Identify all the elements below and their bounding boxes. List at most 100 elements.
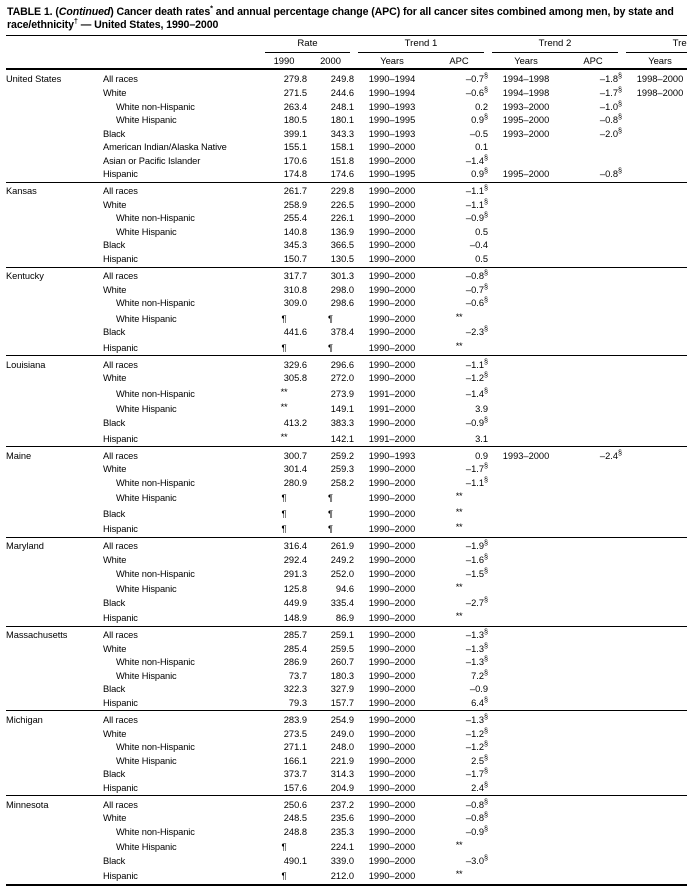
table-row: White non-Hispanic 263.4 248.1 1990–1993 0.2… [6, 98, 687, 115]
table-body: United States All races 279.8 249.8 1990–199… [6, 72, 687, 886]
trend3-years [622, 185, 687, 199]
trend2-years [488, 755, 564, 769]
rate-cell: 261.7 [283, 186, 307, 197]
state-label [6, 168, 103, 182]
trend2-apc [564, 714, 622, 728]
rate-cell: 399.1 [283, 128, 307, 139]
table-row: White 301.4 259.3 1990–2000 –1.7§ [6, 462, 687, 477]
trend1-years: 1990–2000 [368, 541, 416, 552]
race-ethnicity-label: Black [103, 327, 126, 338]
significance-marker: § [484, 295, 489, 305]
trend1-apc: –1.3§ [465, 654, 489, 668]
race-ethnicity-label: White non-Hispanic [116, 298, 195, 309]
state-label: Minnesota [6, 799, 49, 810]
state-block-separator [6, 625, 687, 627]
rate-cell: 226.5 [330, 199, 355, 210]
rate-cell: 221.9 [330, 755, 355, 766]
race-ethnicity-label: Hispanic [103, 871, 138, 882]
trend3-years [622, 311, 687, 327]
significance-marker: § [484, 538, 489, 548]
trend1-apc: –1.5§ [465, 565, 489, 579]
rate-cell: 305.8 [283, 373, 307, 384]
rate-cell: 301.4 [283, 464, 307, 475]
rate-cell: 204.9 [330, 782, 355, 793]
header-bottom-rule [6, 68, 687, 74]
state-block-separator [6, 446, 687, 448]
trend1-years: 1990–1995 [368, 115, 416, 126]
table-row: Maryland All races 316.4 261.9 1990–2000 –1.9… [6, 538, 687, 554]
rate-cell: 174.6 [330, 169, 355, 180]
rate-cell: 339.0 [330, 855, 355, 866]
trend3-years [622, 782, 687, 796]
state-label [6, 755, 103, 769]
table-row: White non-Hispanic 271.1 248.0 1990–2000 –1.… [6, 738, 687, 755]
race-ethnicity-label: Hispanic [103, 697, 138, 708]
trend1-apc: –0.8§ [465, 267, 489, 282]
trend1-apc: 0.2 [475, 101, 489, 112]
rate-cell: 250.6 [283, 799, 307, 810]
trend3-years [622, 417, 687, 431]
trend2-apc [564, 568, 622, 582]
trend1-apc: –1.2§ [465, 738, 489, 753]
state-label [6, 297, 103, 311]
trend2-apc [564, 253, 622, 267]
trend2-apc: –2.4§ [599, 447, 623, 461]
trend2-years: 1993–2000 [502, 450, 550, 461]
rate-cell: 335.4 [330, 597, 355, 608]
table-row: White non-Hispanic 291.3 252.0 1990–2000 –1.… [6, 565, 687, 582]
trend2-apc [564, 417, 622, 431]
trend1-years: 1990–1993 [368, 101, 416, 112]
significance-marker: § [484, 627, 489, 637]
title-prefix: TABLE 1. ( [7, 6, 59, 18]
rate-cell: 285.7 [283, 630, 307, 641]
trend2-apc [564, 386, 622, 402]
trend2-apc [564, 782, 622, 796]
state-label [6, 239, 103, 253]
trend2-apc [564, 868, 622, 885]
trend2-years: 1994–1998 [502, 74, 550, 85]
rate-cell: ¶ [328, 313, 333, 324]
trend3-years [622, 683, 687, 697]
trend2-years [488, 311, 564, 327]
rate-cell: 383.3 [330, 418, 355, 429]
trend2-apc [564, 597, 622, 611]
table-row: White non-Hispanic ** 273.9 1991–2000 –1.4§ [6, 386, 687, 402]
trend2-apc [564, 490, 622, 506]
trend2-apc [564, 359, 622, 373]
cancer-death-rate-table: Rate Trend 1 Trend 2 Trend 3 1990 2000 Y… [6, 35, 687, 886]
rate-cell: 316.4 [283, 541, 307, 552]
trend1-years: 1990–1994 [368, 74, 416, 85]
trend2-apc [564, 812, 622, 826]
trend3-years [622, 610, 687, 626]
state-block-separator [6, 795, 687, 797]
rate-cell: 413.2 [283, 418, 307, 429]
rate-cell: 157.6 [283, 782, 307, 793]
race-ethnicity-label: White Hispanic [116, 755, 177, 766]
rate-cell: 280.9 [283, 477, 307, 488]
trend3-years [622, 359, 687, 373]
trend2-apc [564, 741, 622, 755]
header-trend1-years: Years [380, 55, 404, 67]
trend2-years: 1995–2000 [502, 169, 550, 180]
state-label [6, 477, 103, 491]
rate-cell: 157.7 [330, 697, 355, 708]
rate-cell: 259.1 [330, 630, 355, 641]
trend1-apc: –1.3§ [465, 640, 489, 654]
significance-marker: § [484, 281, 489, 291]
significance-marker: § [484, 210, 489, 220]
race-ethnicity-label: White [103, 813, 127, 824]
trend1-years: 1990–2000 [368, 298, 416, 309]
state-label [6, 521, 103, 537]
race-ethnicity-label: Hispanic [103, 433, 138, 444]
race-ethnicity-label: Hispanic [103, 782, 138, 793]
rate-cell: 73.7 [288, 670, 307, 681]
trend2-apc [564, 683, 622, 697]
table-row: Black 413.2 383.3 1990–2000 –0.9§ [6, 416, 687, 431]
trend2-apc [564, 185, 622, 199]
state-label [6, 212, 103, 226]
trend2-apc [564, 643, 622, 657]
race-ethnicity-label: White [103, 554, 127, 565]
trend2-apc: –1.0§ [599, 98, 623, 112]
trend2-apc [564, 656, 622, 670]
rate-cell: ¶ [281, 842, 287, 853]
